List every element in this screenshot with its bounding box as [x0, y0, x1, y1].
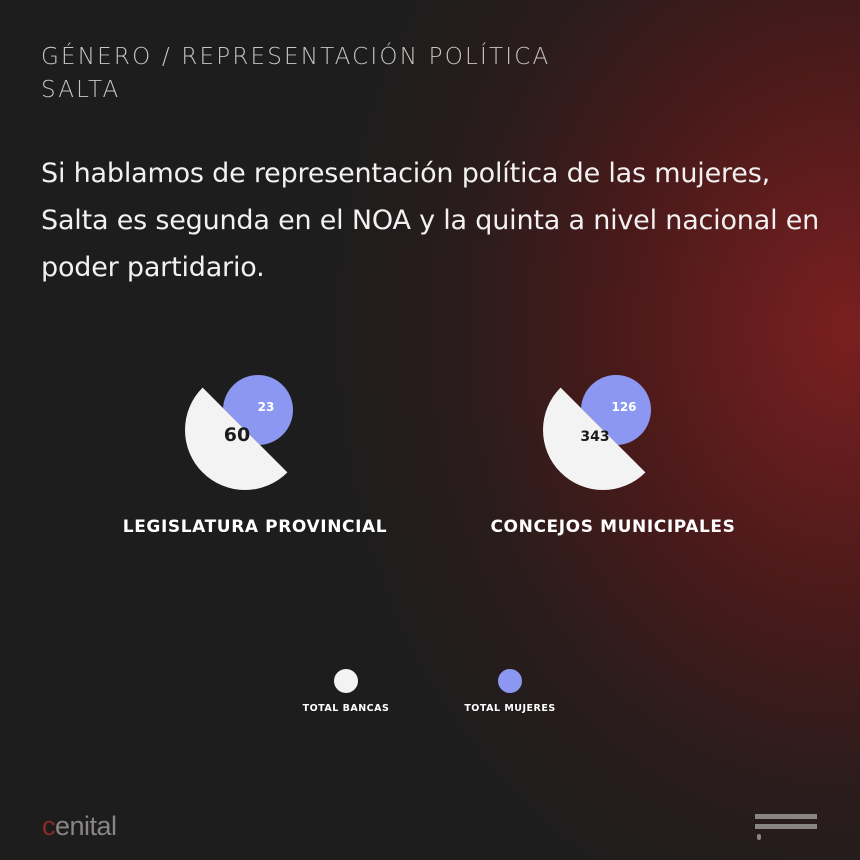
menu-icon[interactable] — [755, 812, 819, 842]
legend-swatch-total — [334, 669, 358, 693]
kicker: GÉNERO / REPRESENTACIÓN POLÍTICA SALTA — [41, 41, 550, 107]
chart-label-concejos: CONCEJOS MUNICIPALES — [490, 517, 736, 537]
legend-total-mujeres: TOTAL MUJERES — [464, 703, 556, 714]
total-mujeres-label: 23 — [258, 400, 275, 414]
chart-group-0: 60 23 — [185, 370, 305, 490]
total-mujeres-label: 126 — [611, 400, 636, 414]
kicker-region: SALTA — [41, 77, 121, 103]
total-bancas-label: 343 — [580, 429, 609, 445]
chart-label-legislatura: LEGISLATURA PROVINCIAL — [122, 517, 388, 537]
legend-swatch-mujeres — [498, 669, 522, 693]
chart-group-1: 343 126 — [543, 370, 663, 490]
cenital-logo: cenital — [42, 811, 117, 841]
kicker-topic: GÉNERO / REPRESENTACIÓN POLÍTICA — [41, 44, 551, 70]
total-bancas-label: 60 — [224, 424, 250, 446]
legend-total-bancas: TOTAL BANCAS — [302, 703, 390, 714]
headline: Si hablamos de representación política d… — [41, 158, 820, 283]
